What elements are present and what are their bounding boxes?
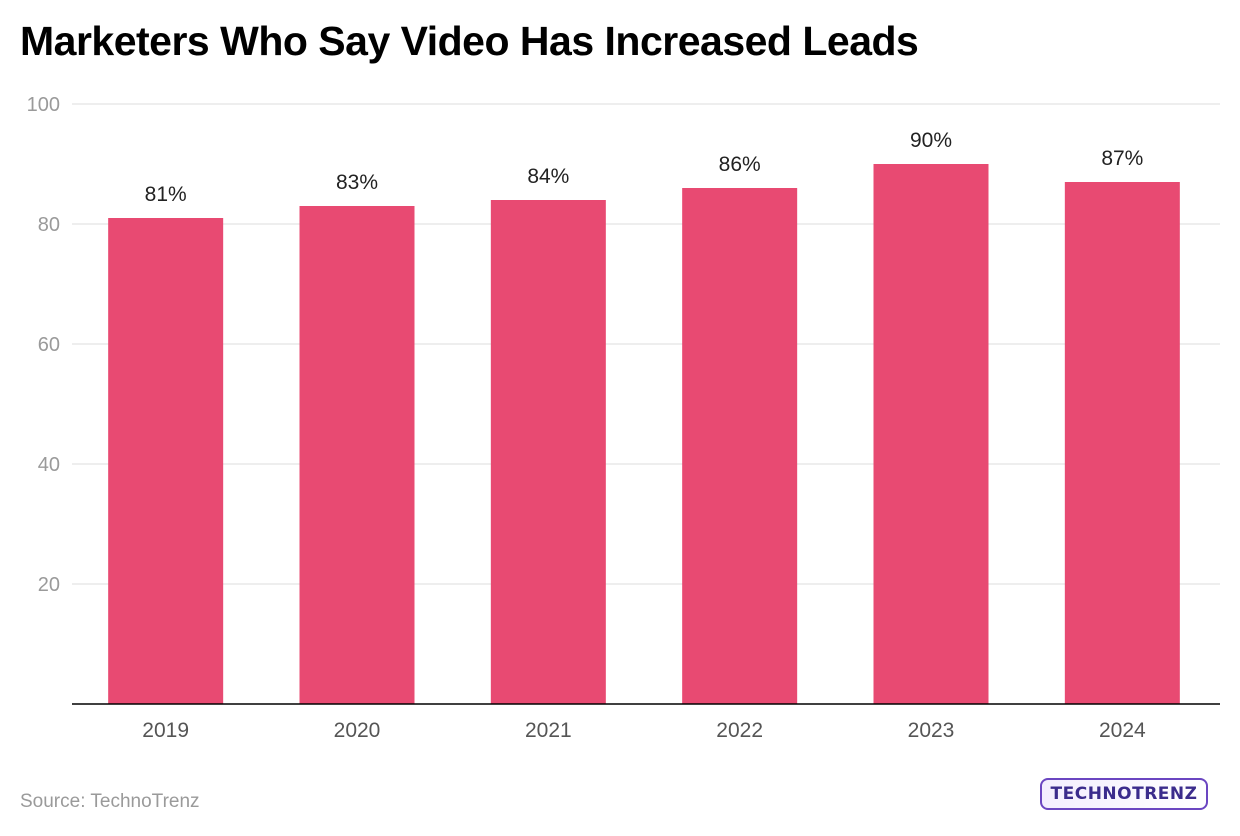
data-label: 90% bbox=[910, 129, 952, 152]
bar bbox=[299, 206, 415, 704]
source-note: Source: TechnoTrenz bbox=[20, 791, 200, 812]
y-tick-label: 100 bbox=[27, 94, 60, 116]
bar bbox=[108, 218, 224, 704]
logo-text: TECHNOTRENZ bbox=[1050, 784, 1198, 804]
y-tick-label: 60 bbox=[38, 334, 60, 356]
x-tick-label: 2022 bbox=[716, 719, 763, 742]
x-tick-label: 2021 bbox=[525, 719, 572, 742]
x-tick-label: 2019 bbox=[142, 719, 189, 742]
y-tick-label: 80 bbox=[38, 214, 60, 236]
technotrenz-logo: TECHNOTRENZ bbox=[1040, 778, 1208, 810]
data-label: 83% bbox=[336, 171, 378, 194]
bar bbox=[490, 200, 606, 704]
x-tick-label: 2023 bbox=[908, 719, 955, 742]
data-label: 87% bbox=[1101, 147, 1143, 170]
y-tick-label: 20 bbox=[38, 574, 60, 596]
y-tick-label: 40 bbox=[38, 454, 60, 476]
bar bbox=[682, 188, 798, 704]
x-tick-label: 2024 bbox=[1099, 719, 1146, 742]
x-tick-label: 2020 bbox=[334, 719, 381, 742]
bar bbox=[873, 164, 989, 704]
bar bbox=[1064, 182, 1180, 704]
chart-title: Marketers Who Say Video Has Increased Le… bbox=[20, 18, 919, 64]
data-label: 86% bbox=[719, 153, 761, 176]
data-label: 81% bbox=[145, 183, 187, 206]
data-label: 84% bbox=[527, 165, 569, 188]
